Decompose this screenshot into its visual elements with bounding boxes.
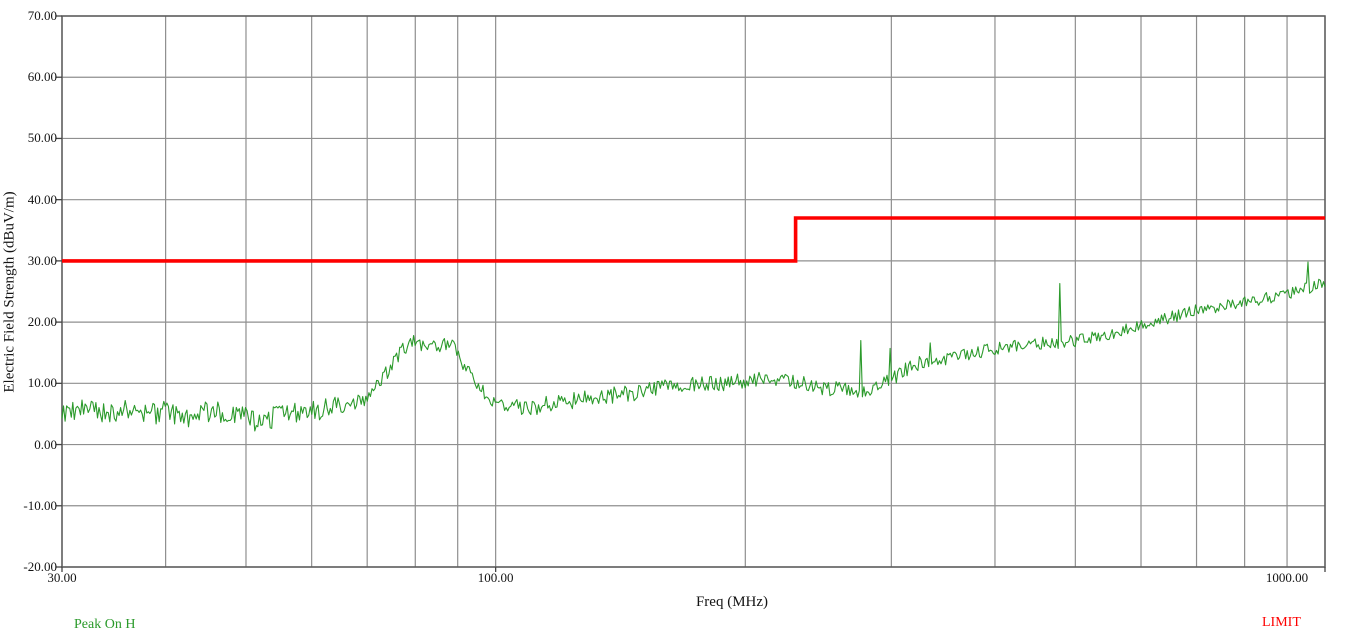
y-tick-label: 70.00 [27, 8, 57, 23]
x-tick-label: 100.00 [477, 570, 514, 585]
y-tick-label: 50.00 [27, 130, 57, 146]
y-tick-label: 10.00 [27, 375, 57, 391]
plot-border [61, 15, 1326, 568]
x-axis-title: Freq (MHz) [695, 594, 769, 610]
legend-peak-on-h: Peak On H [74, 617, 136, 632]
y-tick-label: -10.00 [23, 497, 57, 513]
y-tick-label: 40.00 [27, 191, 57, 207]
y-axis-title: Electric Field Strength (dBuV/m) [1, 191, 18, 393]
peak-trace [61, 261, 1326, 432]
x-tick-label: 30.00 [47, 570, 77, 585]
y-tick-label: 20.00 [27, 314, 57, 330]
legend-limit: LIMIT [1262, 615, 1301, 630]
y-tick-label: 0.00 [34, 436, 57, 452]
limit-line [62, 216, 1325, 263]
y-tick-label: 30.00 [27, 252, 57, 268]
x-tick-label: 1000.00 [1265, 570, 1309, 585]
y-tick-label: -20.00 [23, 559, 57, 574]
y-tick-label: 60.00 [27, 69, 57, 85]
